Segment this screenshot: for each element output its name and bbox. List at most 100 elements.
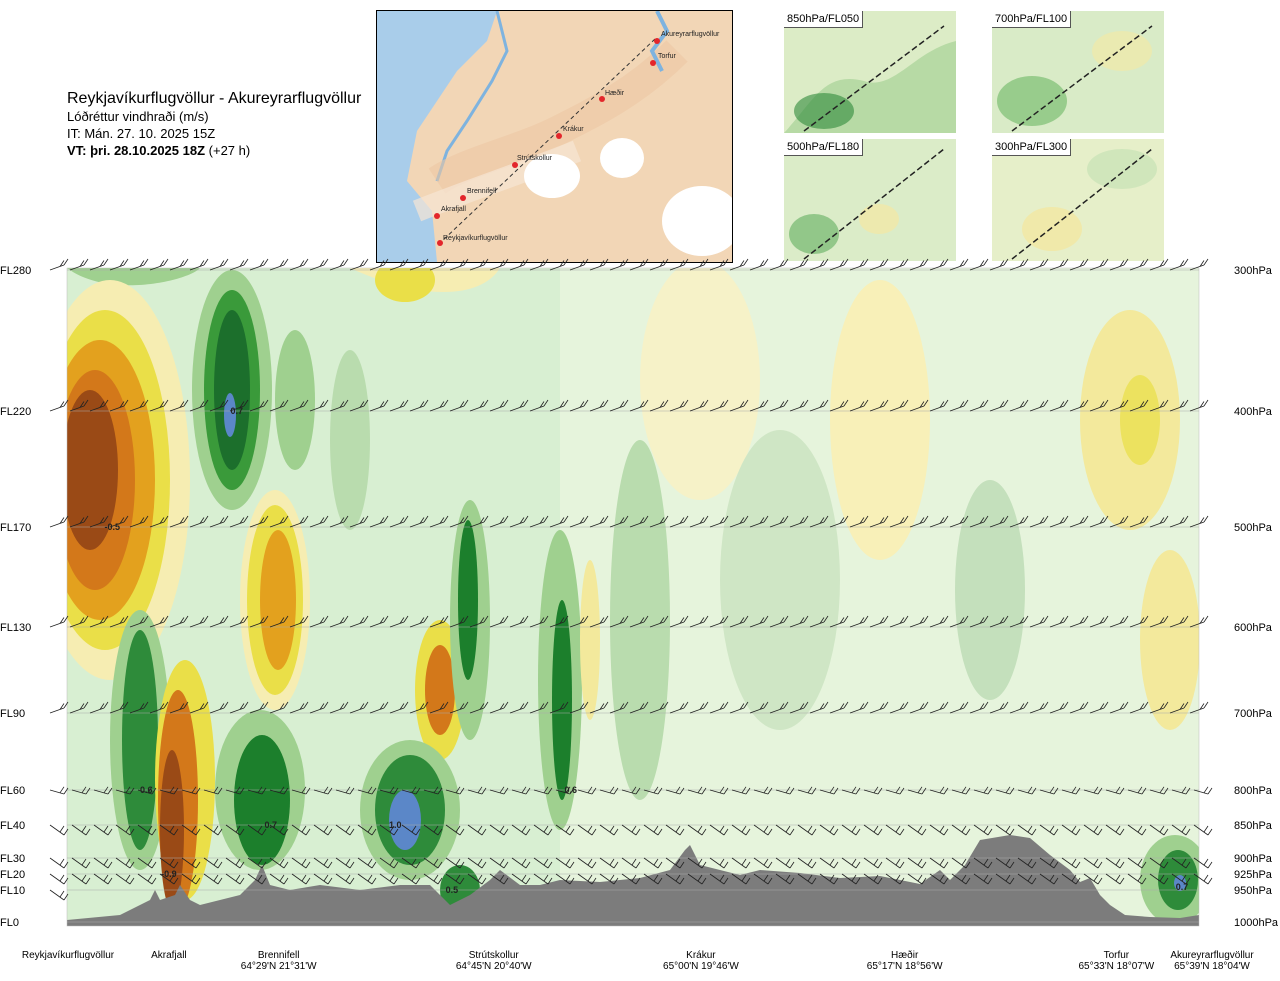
wind-barb: [621, 873, 641, 885]
wind-barb: [159, 873, 179, 885]
wind-barb: [71, 786, 91, 795]
wind-barb: [989, 258, 1009, 271]
wind-barb: [429, 399, 449, 412]
wind-barb: [313, 873, 333, 885]
wind-barb: [159, 857, 179, 869]
wind-barb: [709, 258, 729, 271]
wind-barb: [643, 873, 663, 885]
wind-barb: [609, 515, 629, 528]
station-name: Reykjavíkurflugvöllur: [21, 950, 115, 961]
wind-barb: [229, 515, 249, 528]
wind-barb: [1127, 873, 1147, 885]
wind-barb: [1029, 258, 1049, 271]
wind-barb: [1129, 399, 1149, 412]
wind-barb: [511, 786, 531, 795]
wind-barb: [401, 857, 421, 869]
wind-barb: [109, 615, 129, 628]
wind-barb: [909, 515, 929, 528]
wind-barb: [533, 857, 553, 869]
wind-barb: [789, 615, 809, 628]
wind-barb: [589, 615, 609, 628]
wind-barb: [423, 873, 443, 885]
wind-barb: [907, 857, 927, 869]
cross-section-chart: FL280 FL220 FL170 FL130 FL90 FL60 FL40 FL30 FL20…: [0, 258, 1279, 929]
wind-barb: [129, 615, 149, 628]
wind-barb: [1127, 857, 1147, 869]
wind-barb: [669, 515, 689, 528]
wind-barb: [775, 857, 795, 869]
wind-barb: [429, 515, 449, 528]
wind-barb: [469, 258, 489, 271]
station-name: Akureyrarflugvöllur: [1170, 950, 1254, 961]
route-title: Reykjavíkurflugvöllur - Akureyrarflugvöl…: [67, 90, 362, 107]
wind-barb: [137, 873, 157, 885]
value-label: 0.6: [140, 785, 153, 795]
wind-barb: [709, 515, 729, 528]
wind-barb: [71, 873, 91, 885]
wind-barb: [829, 701, 849, 714]
wind-barb: [369, 515, 389, 528]
wind-barb: [929, 515, 949, 528]
wind-barb: [229, 258, 249, 271]
wind-barb: [529, 258, 549, 271]
wind-barb: [1009, 399, 1029, 412]
wind-barb: [1109, 399, 1129, 412]
wind-barb: [1029, 515, 1049, 528]
wind-barb: [1109, 701, 1129, 714]
wind-barb: [1127, 786, 1147, 795]
wind-barb: [1169, 515, 1189, 528]
wind-barb: [509, 701, 529, 714]
value-label: -0.5: [105, 522, 121, 532]
wind-barb: [549, 399, 569, 412]
wind-barb: [869, 515, 889, 528]
wind-barb: [753, 824, 773, 836]
flight-level-label: FL40: [0, 820, 25, 832]
wind-barb: [129, 515, 149, 528]
wind-barb: [819, 873, 839, 885]
wind-barb: [349, 701, 369, 714]
wind-barb: [769, 515, 789, 528]
wind-barb: [1069, 399, 1089, 412]
map-label-reykjavik: Reykjavíkurflugvöllur: [443, 235, 508, 242]
wind-barb: [209, 515, 229, 528]
wind-barb: [115, 824, 135, 836]
level-map-700: 700hPa/FL100: [992, 11, 1164, 133]
wind-barb: [511, 824, 531, 836]
wind-barb: [669, 258, 689, 271]
wind-barb: [909, 615, 929, 628]
wind-barb: [229, 615, 249, 628]
wind-barb: [709, 857, 729, 869]
wind-barb: [621, 786, 641, 795]
wind-barb: [769, 399, 789, 412]
value-label: -0.9: [161, 869, 177, 879]
wind-barb: [533, 824, 553, 836]
wind-field: [67, 268, 1199, 926]
wind-barb: [749, 701, 769, 714]
wind-barb: [1129, 615, 1149, 628]
wind-barb: [509, 258, 529, 271]
wind-barb: [1061, 873, 1081, 885]
route-map: Akureyrarflugvöllur Torfur Hæðir Krákur …: [376, 10, 733, 263]
wind-barb: [995, 786, 1015, 795]
wind-barb: [969, 701, 989, 714]
wind-barb: [1149, 615, 1169, 628]
wind-barb: [247, 824, 267, 836]
wind-barb: [789, 399, 809, 412]
wind-barb: [49, 615, 69, 628]
wind-barb: [749, 515, 769, 528]
wind-barb: [1149, 786, 1169, 795]
wind-barb: [569, 615, 589, 628]
wind-barb: [249, 258, 269, 271]
wind-barb: [1039, 857, 1059, 869]
wind-barb: [549, 701, 569, 714]
wind-barb: [189, 615, 209, 628]
wind-barb: [115, 786, 135, 795]
wind-barb: [1171, 857, 1191, 869]
wind-barb: [335, 786, 355, 795]
wind-barb: [1089, 701, 1109, 714]
wind-barb: [973, 786, 993, 795]
wind-barb: [649, 615, 669, 628]
wind-barb: [1061, 786, 1081, 795]
wind-barb: [445, 873, 465, 885]
wind-barb: [749, 258, 769, 271]
